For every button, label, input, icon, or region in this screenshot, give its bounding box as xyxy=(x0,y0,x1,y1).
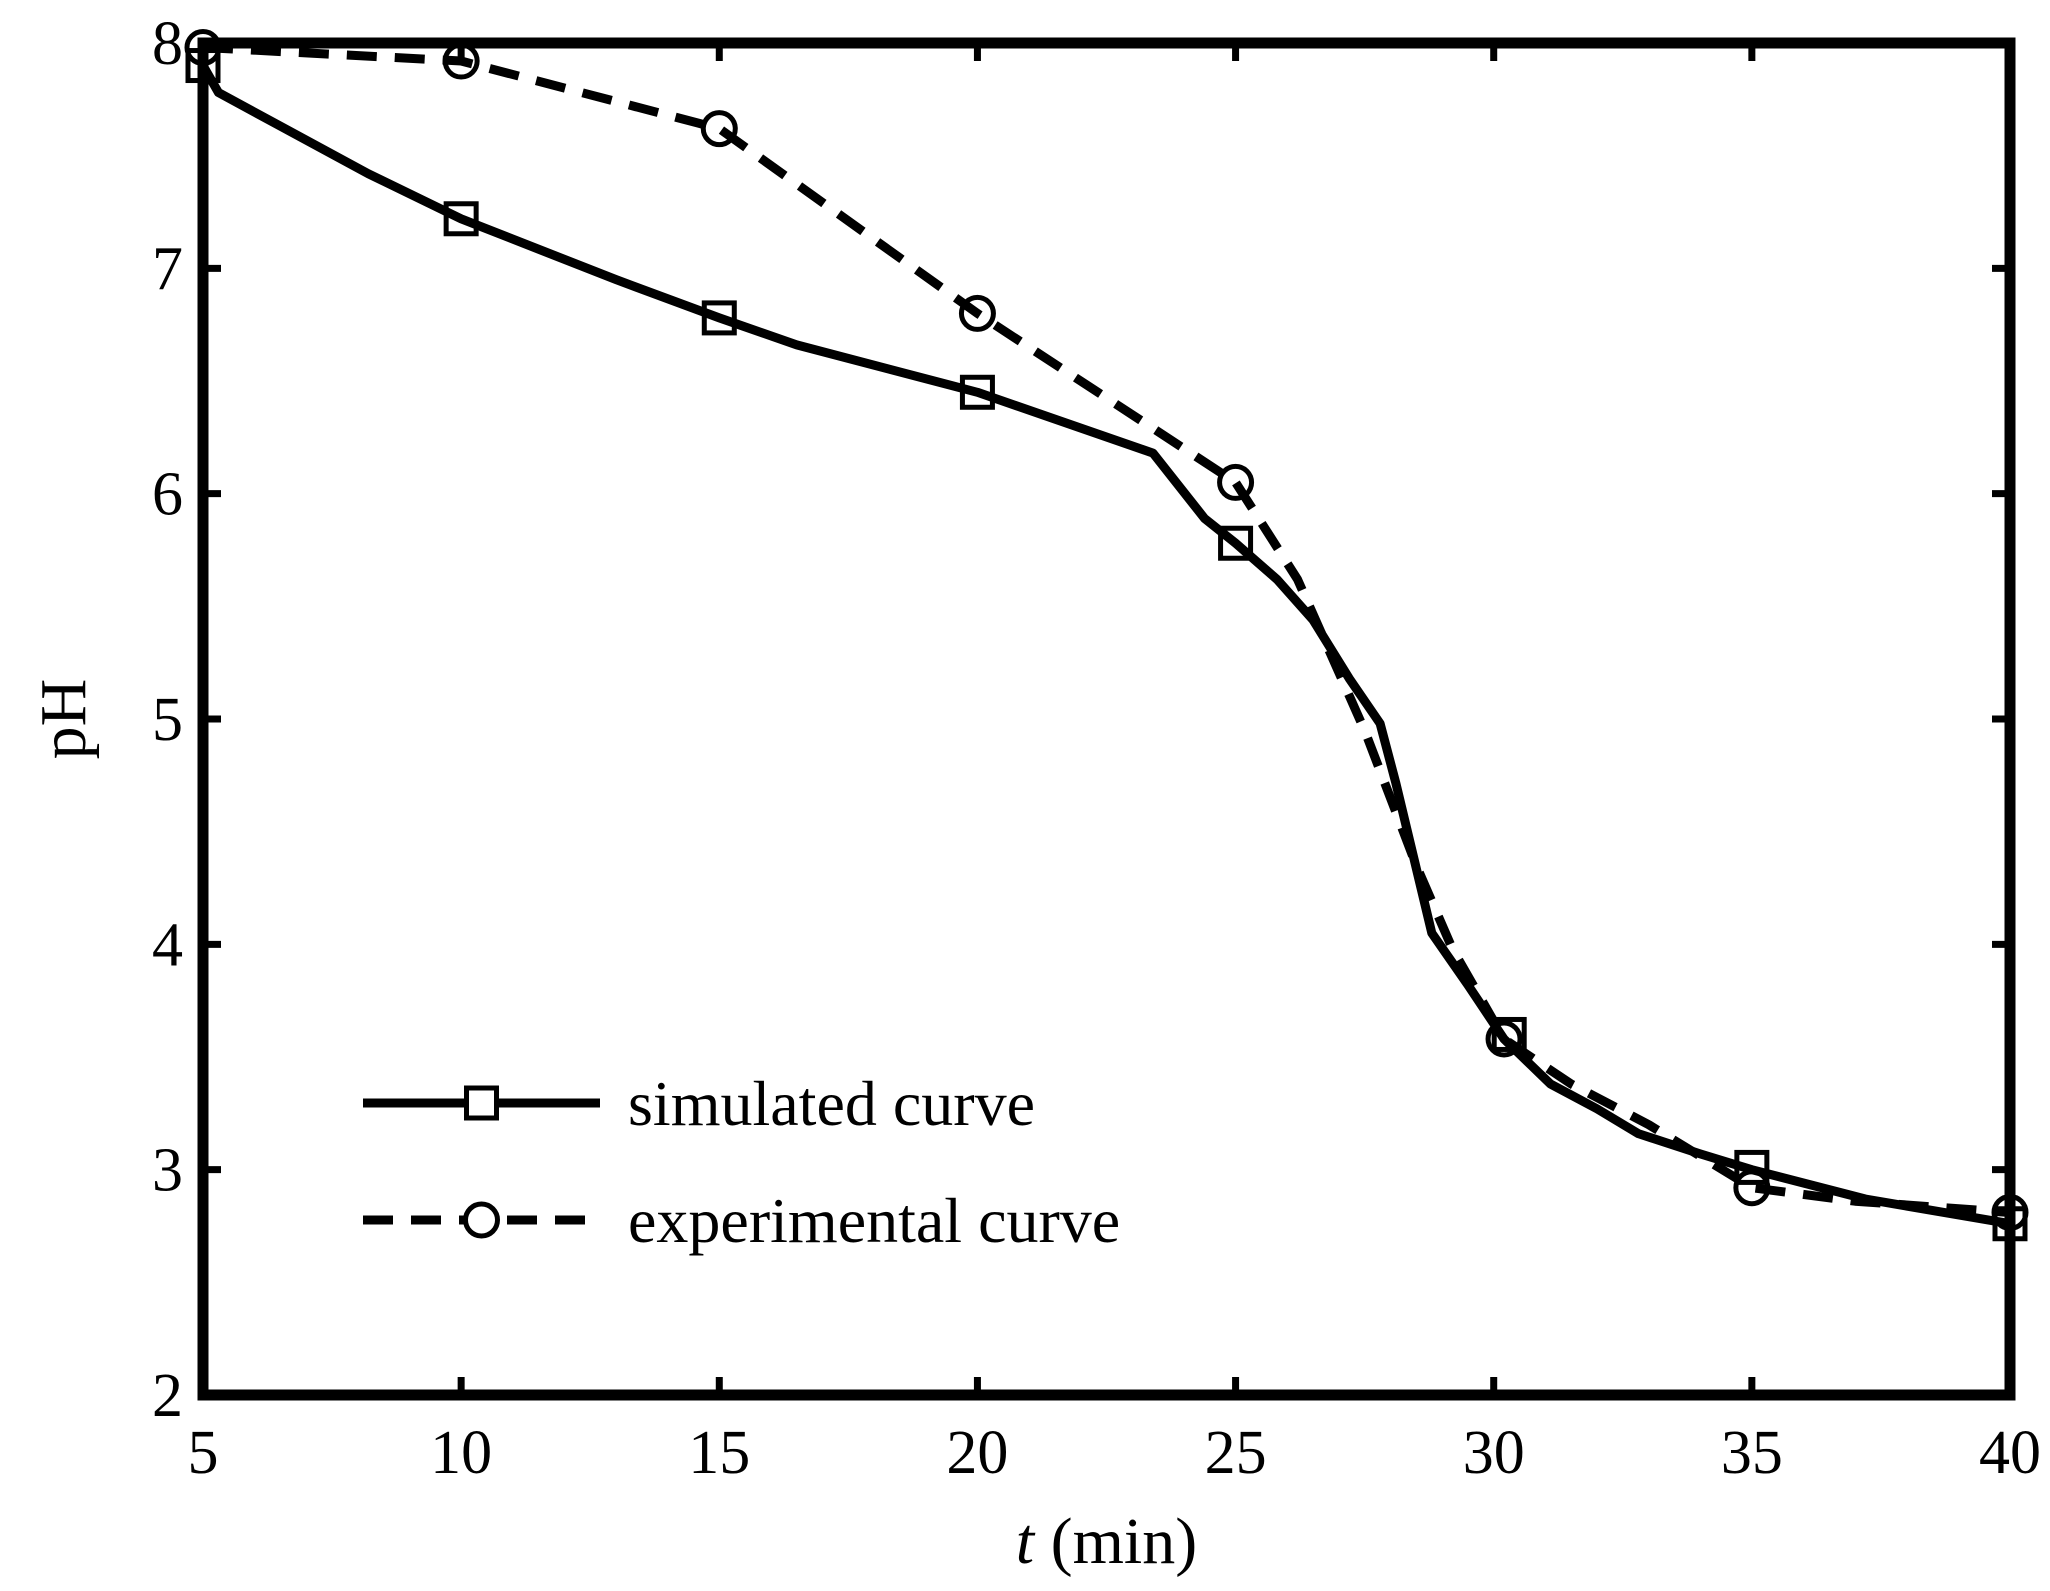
legend: simulated curve experimental curve xyxy=(363,1068,1120,1256)
square-marker xyxy=(1491,1016,1527,1052)
series-line-1 xyxy=(202,43,2011,1217)
circle-marker xyxy=(1485,1020,1523,1058)
square-marker xyxy=(959,374,995,410)
series-markers xyxy=(184,29,2029,1242)
y-tick-label: 7 xyxy=(152,235,183,303)
legend-entry-experimental: experimental curve xyxy=(363,1185,1120,1256)
circle-marker xyxy=(1733,1169,1771,1207)
legend-label-simulated: simulated curve xyxy=(628,1068,1035,1139)
legend-label-experimental: experimental curve xyxy=(628,1185,1120,1256)
x-tick-label: 35 xyxy=(1721,1419,1783,1487)
circle-marker xyxy=(958,294,996,332)
tick-labels: 5 10 15 20 25 30 35 40 2 3 4 5 6 7 8 xyxy=(152,10,2041,1487)
y-tick-label: 3 xyxy=(152,1137,183,1205)
x-tick-label: 40 xyxy=(1979,1419,2041,1487)
plot-frame xyxy=(197,37,2016,1401)
x-axis-label: t (min) xyxy=(1016,1505,1197,1578)
x-tick-label: 5 xyxy=(188,1419,219,1487)
y-tick-label: 8 xyxy=(152,10,183,78)
x-tick-label: 25 xyxy=(1205,1419,1267,1487)
square-marker xyxy=(443,201,479,237)
y-tick-label: 6 xyxy=(152,461,183,529)
x-tick-label: 20 xyxy=(946,1419,1008,1487)
legend-entry-simulated: simulated curve xyxy=(363,1068,1035,1139)
square-marker xyxy=(1218,525,1254,561)
square-marker xyxy=(1734,1149,1770,1185)
y-axis-label: pH xyxy=(27,679,100,760)
x-tick-label: 30 xyxy=(1463,1419,1525,1487)
series-lines xyxy=(199,43,2011,1229)
x-tick-label: 10 xyxy=(430,1419,492,1487)
y-tick-label: 2 xyxy=(152,1362,183,1430)
y-tick-label: 5 xyxy=(152,686,183,754)
square-marker xyxy=(701,300,737,336)
x-tick-label: 15 xyxy=(688,1419,750,1487)
legend-marker-square xyxy=(464,1085,499,1121)
legend-marker-circle xyxy=(463,1201,500,1239)
y-tick-label: 4 xyxy=(152,911,183,979)
circle-marker xyxy=(1217,463,1255,501)
circle-marker xyxy=(700,110,738,148)
series-line-0 xyxy=(199,63,2011,1229)
